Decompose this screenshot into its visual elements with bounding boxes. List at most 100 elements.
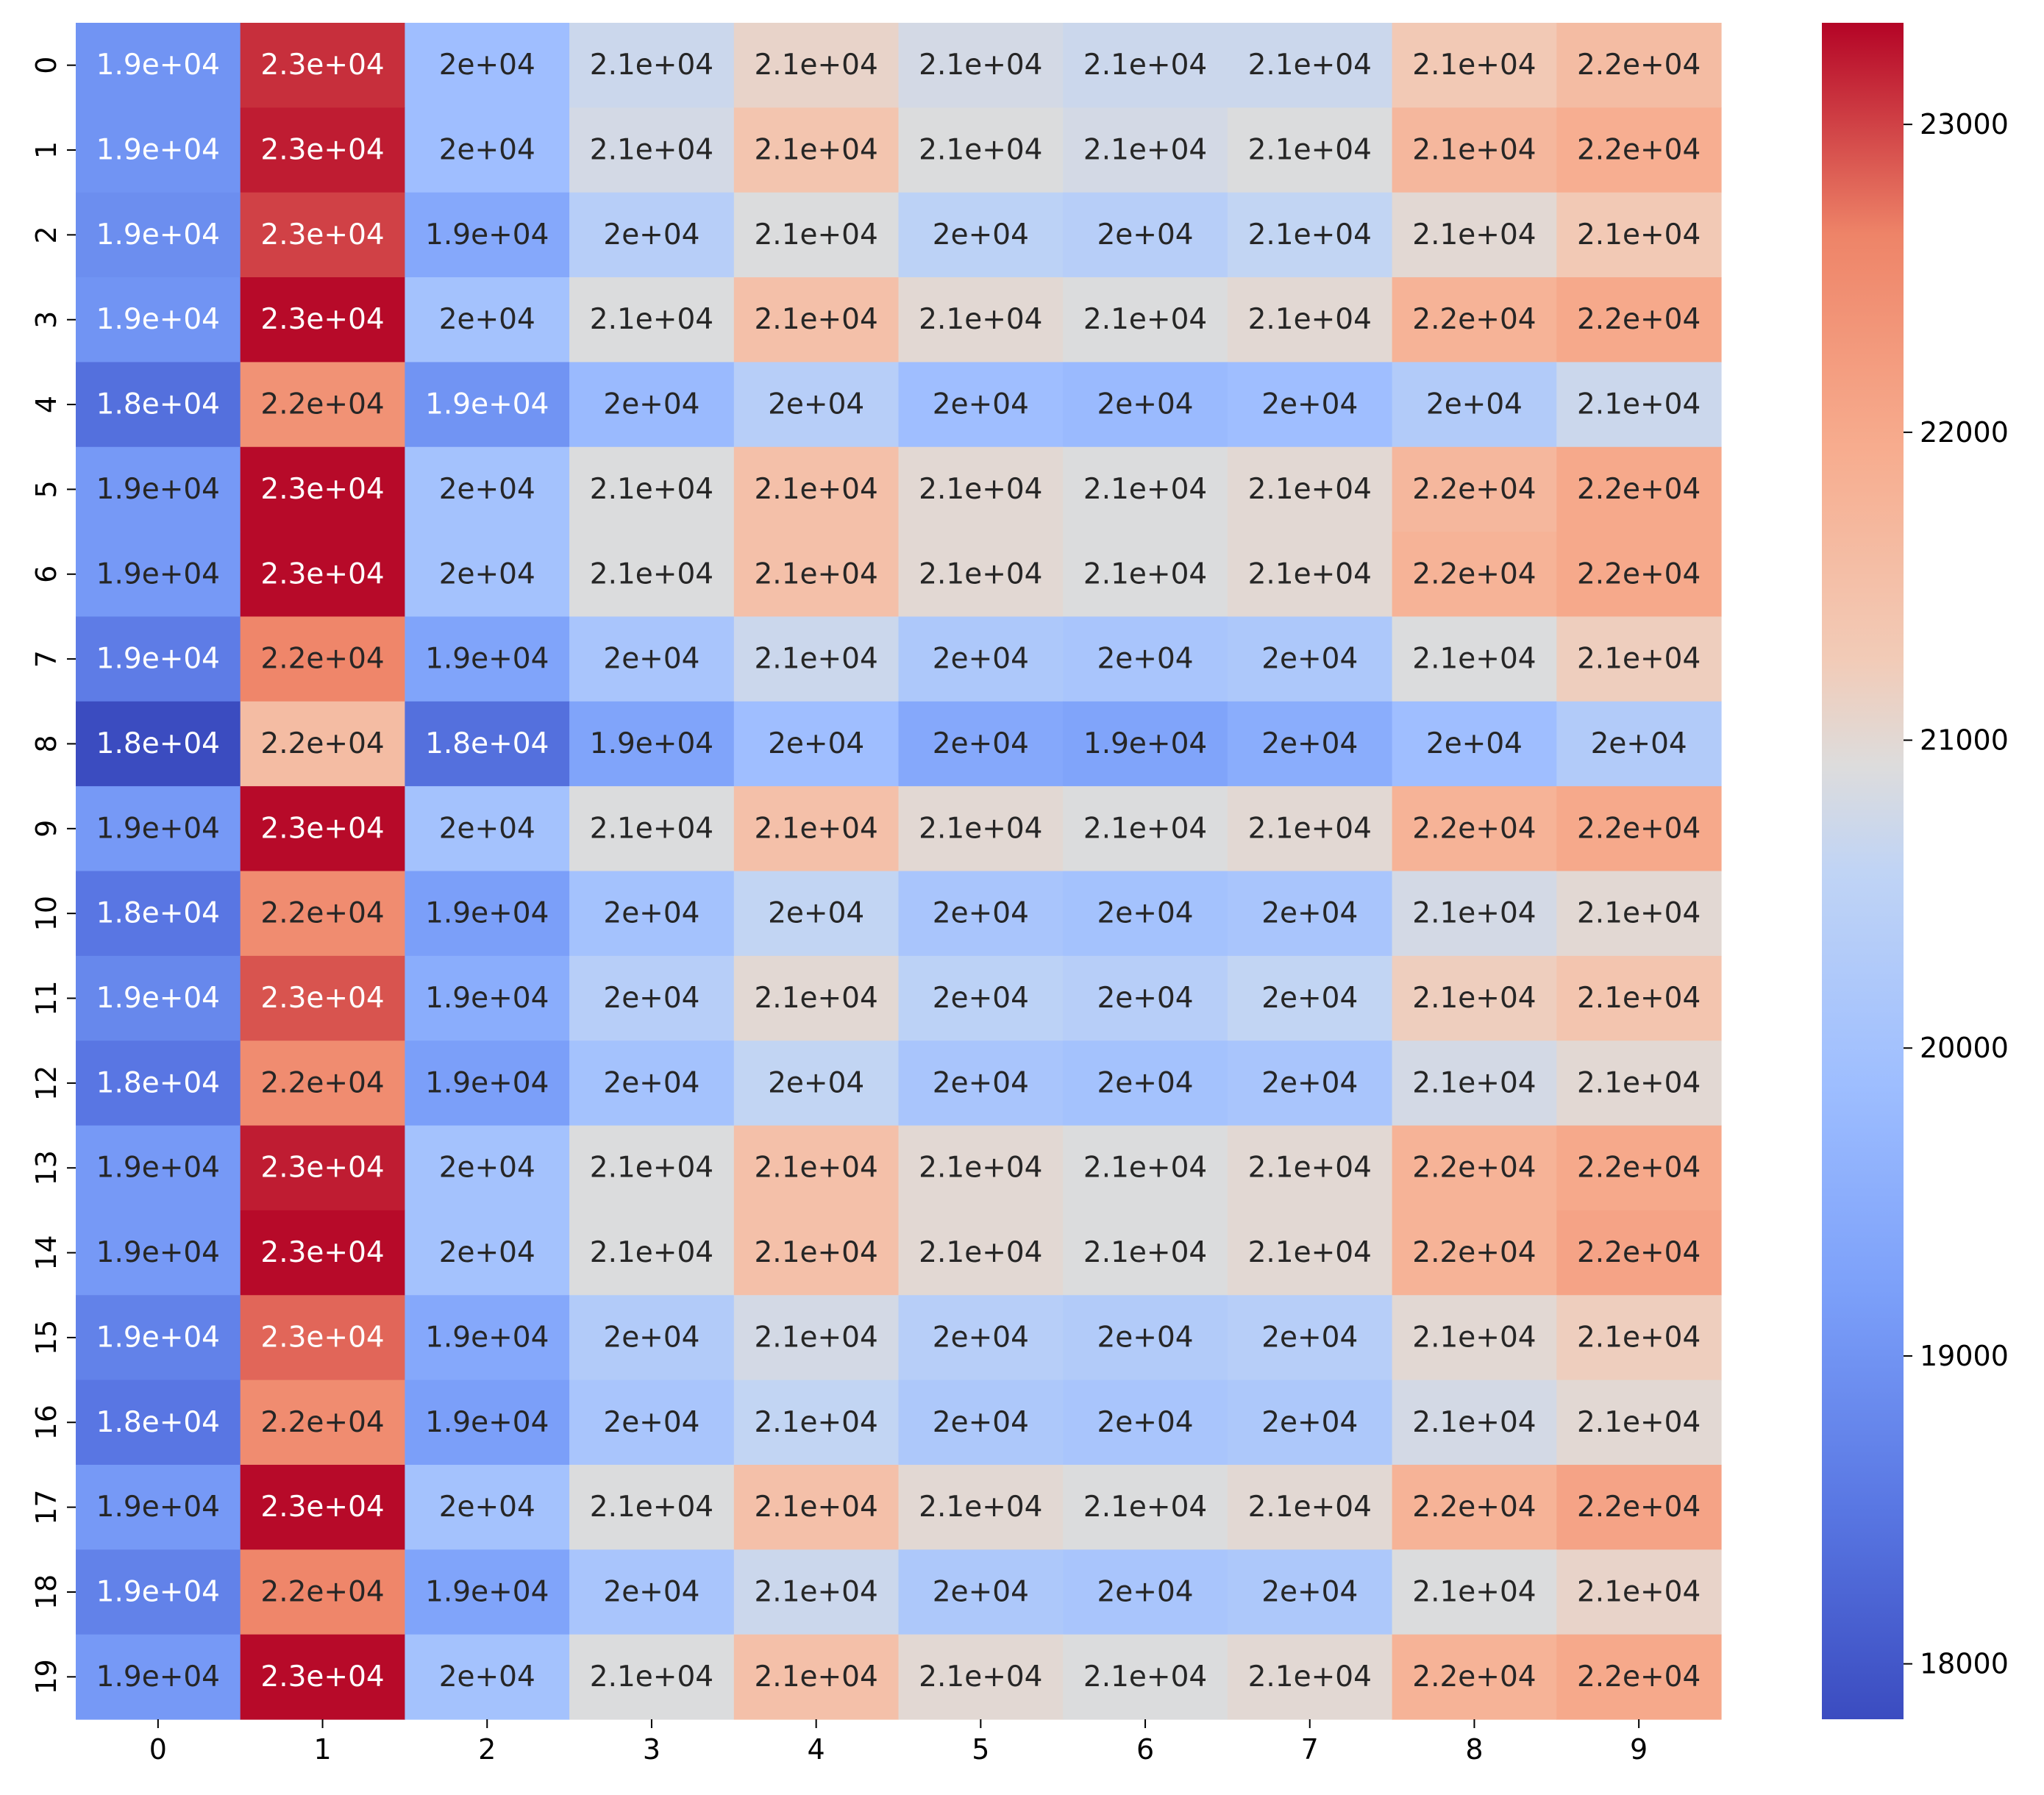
- heatmap-cell: [405, 1295, 570, 1381]
- cell-value-label: 2.2e+04: [1412, 1236, 1536, 1269]
- heatmap-cell: [1556, 1464, 1722, 1550]
- cell-value-label: 2.1e+04: [919, 49, 1042, 82]
- heatmap-cell: [405, 1125, 570, 1211]
- x-tick-label: 7: [1301, 1733, 1319, 1766]
- cell-value-label: 2e+04: [1097, 218, 1193, 251]
- cell-value-label: 2.3e+04: [260, 1152, 384, 1185]
- heatmap-cell: [76, 616, 241, 702]
- x-tick-label: 4: [808, 1733, 825, 1766]
- heatmap-cell: [1063, 1210, 1228, 1296]
- heatmap-cell: [733, 277, 900, 363]
- heatmap-cell: [76, 786, 241, 872]
- heatmap-cell: [1063, 277, 1228, 363]
- y-tick-label: 13: [30, 1150, 63, 1185]
- heatmap-cell: [1063, 446, 1228, 532]
- cell-value-label: 2e+04: [933, 388, 1029, 421]
- y-tick-label: 11: [30, 980, 63, 1016]
- heatmap-cell: [405, 362, 570, 448]
- heatmap-cell: [240, 1295, 405, 1381]
- heatmap-cell: [1227, 446, 1393, 532]
- heatmap-cell: [1556, 1549, 1722, 1635]
- cell-value-label: 2e+04: [1097, 388, 1193, 421]
- cell-value-label: 2.1e+04: [590, 1660, 713, 1694]
- heatmap-cell: [1063, 1549, 1228, 1635]
- heatmap-cell: [1392, 532, 1557, 618]
- cell-value-label: 2.2e+04: [1577, 49, 1701, 82]
- heatmap-cell: [898, 277, 1064, 363]
- cell-value-label: 1.9e+04: [96, 1321, 220, 1354]
- heatmap-cell: [898, 1041, 1064, 1127]
- cell-value-label: 2.2e+04: [1577, 1660, 1701, 1694]
- cell-value-label: 2.1e+04: [754, 134, 877, 167]
- heatmap-cell: [569, 1634, 735, 1720]
- heatmap-cell: [898, 1549, 1064, 1635]
- cell-value-label: 1.9e+04: [96, 473, 220, 506]
- heatmap-cell: [898, 1634, 1064, 1720]
- cell-value-label: 2.3e+04: [260, 982, 384, 1015]
- cell-value-label: 2.2e+04: [260, 643, 384, 676]
- cell-value-label: 2.2e+04: [260, 897, 384, 930]
- heatmap-cell: [569, 955, 735, 1041]
- heatmap-cell: [569, 107, 735, 193]
- cell-value-label: 2.2e+04: [1412, 1660, 1536, 1694]
- cell-value-label: 2.1e+04: [1248, 557, 1372, 590]
- heatmap-cell: [1556, 616, 1722, 702]
- heatmap-cell: [569, 532, 735, 618]
- cell-value-label: 2e+04: [603, 1575, 699, 1608]
- y-tick-label: 15: [30, 1320, 63, 1355]
- heatmap-cell: [569, 1380, 735, 1466]
- cell-value-label: 2e+04: [1261, 727, 1358, 760]
- heatmap-cell: [1063, 1464, 1228, 1550]
- cell-value-label: 2.3e+04: [260, 1491, 384, 1524]
- cell-value-label: 2e+04: [1261, 1575, 1358, 1608]
- heatmap-cell: [733, 532, 900, 618]
- heatmap-cell: [76, 362, 241, 448]
- heatmap-cell: [898, 871, 1064, 957]
- heatmap-cell: [1556, 1380, 1722, 1466]
- cell-value-label: 1.9e+04: [96, 1236, 220, 1269]
- heatmap-cell: [1227, 192, 1393, 278]
- heatmap-cell: [240, 107, 405, 193]
- heatmap-cell: [1392, 1464, 1557, 1550]
- colorbar-tick-label: 19000: [1920, 1340, 2009, 1372]
- heatmap-cell: [569, 1295, 735, 1381]
- heatmap-cell: [1227, 23, 1393, 108]
- heatmap-cell: [733, 871, 900, 957]
- cell-value-label: 2.1e+04: [590, 473, 713, 506]
- heatmap-cell: [1392, 1380, 1557, 1466]
- heatmap-cell: [898, 362, 1064, 448]
- cell-value-label: 1.8e+04: [96, 897, 220, 930]
- heatmap-cell: [405, 446, 570, 532]
- heatmap-cell: [1392, 1295, 1557, 1381]
- cell-value-label: 1.9e+04: [425, 1066, 549, 1099]
- cell-value-label: 2.1e+04: [1248, 1152, 1372, 1185]
- heatmap-cell: [1392, 23, 1557, 108]
- heatmap-cell: [76, 23, 241, 108]
- heatmap-cell: [733, 955, 900, 1041]
- cell-value-label: 2.1e+04: [590, 134, 713, 167]
- cell-value-label: 2.1e+04: [754, 1491, 877, 1524]
- heatmap-cell: [240, 786, 405, 872]
- heatmap-cell: [898, 786, 1064, 872]
- y-tick-label: 0: [30, 57, 63, 74]
- cell-value-label: 2.1e+04: [1248, 812, 1372, 845]
- cell-value-label: 2.1e+04: [754, 303, 877, 336]
- y-tick-label: 16: [30, 1405, 63, 1440]
- heatmap-cell: [898, 446, 1064, 532]
- cell-value-label: 2.1e+04: [1248, 49, 1372, 82]
- heatmap-cell: [405, 107, 570, 193]
- heatmap-cell: [733, 107, 900, 193]
- cell-value-label: 2e+04: [1097, 1406, 1193, 1439]
- y-tick-label: 12: [30, 1066, 63, 1101]
- cell-value-label: 1.8e+04: [425, 727, 549, 760]
- cell-value-label: 2.3e+04: [260, 303, 384, 336]
- cell-value-label: 2e+04: [933, 643, 1029, 676]
- heatmap-cell: [1556, 192, 1722, 278]
- cell-value-label: 2.1e+04: [1577, 982, 1701, 1015]
- cell-value-label: 2.1e+04: [1248, 218, 1372, 251]
- cell-value-label: 1.9e+04: [425, 1575, 549, 1608]
- y-tick-label: 1: [30, 141, 63, 159]
- cell-value-label: 2e+04: [603, 897, 699, 930]
- heatmap-cell: [405, 616, 570, 702]
- cell-value-label: 2.1e+04: [754, 218, 877, 251]
